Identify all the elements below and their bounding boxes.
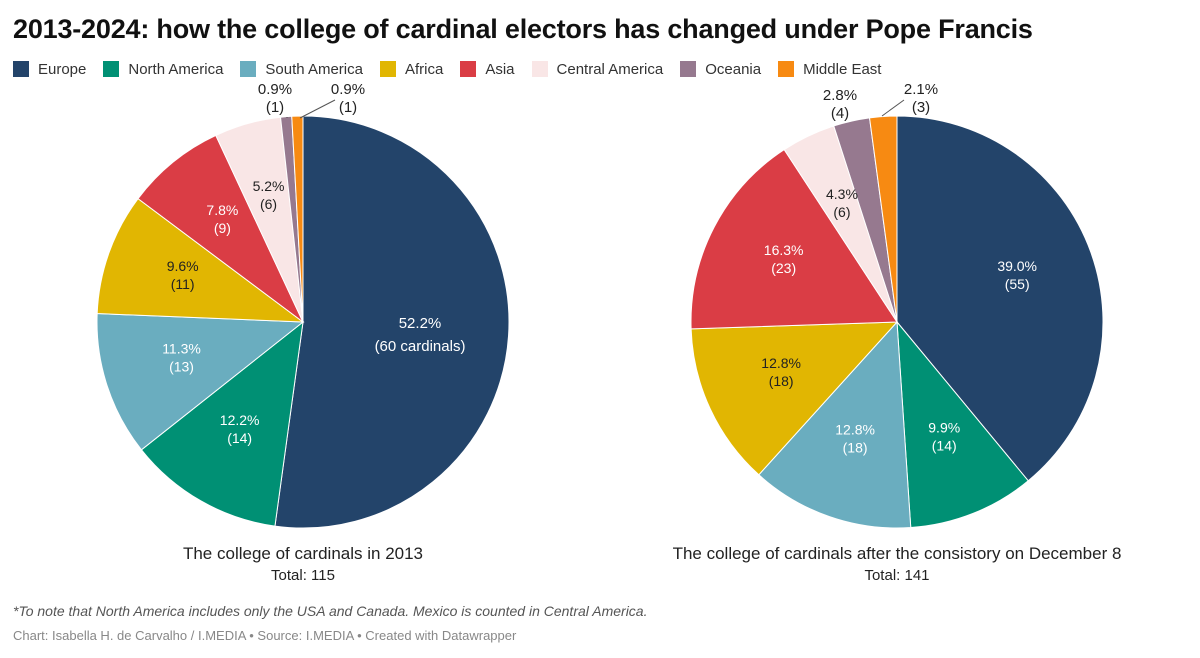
pie-slice-north-america	[896, 320, 1029, 529]
legend-item-africa: Africa	[379, 60, 444, 78]
slice-percent-label: 7.8%	[206, 202, 238, 218]
legend-label: Middle East	[803, 60, 882, 78]
slice-count-label: (11)	[171, 276, 195, 292]
pie-chart-2: 39.0% (55) 9.9% (14) 12.8% (18) 12.8% (18) 16.3%…	[673, 81, 1122, 584]
credit-line: Chart: Isabella H. de Carvalho / I.MEDIA…	[13, 628, 517, 643]
legend-item-oceania: Oceania	[680, 61, 761, 78]
pie-slice-middle-east	[868, 115, 898, 323]
pie-slice-europe	[274, 115, 510, 529]
legend-label: Africa	[404, 60, 444, 78]
pie-slice-south-america	[96, 313, 305, 451]
legend-item-central-america: Central America	[531, 60, 664, 78]
slice-percent-label: 9.6%	[167, 258, 199, 274]
slice-percent-label: 12.8%	[761, 355, 801, 371]
slice-count-label: (60 cardinals)	[375, 338, 466, 355]
slice-count-label: (55)	[1005, 276, 1030, 292]
legend-swatch	[103, 61, 120, 77]
legend-item-middle-east: Middle East	[778, 61, 881, 78]
legend-swatch	[13, 61, 29, 77]
slice-percent-label: 0.9%	[331, 81, 365, 98]
slice-count-label: (3)	[912, 99, 930, 116]
slice-count-label: (6)	[260, 196, 277, 212]
legend-swatch	[778, 61, 795, 77]
legend: Europe North America South America Africa As…	[13, 58, 898, 80]
slice-percent-label: 2.8%	[823, 87, 857, 104]
pie-slice-north-america	[140, 320, 304, 527]
pie-slice-south-america	[758, 320, 912, 529]
slice-percent-label: 16.3%	[764, 242, 804, 258]
legend-item-asia: Asia	[460, 60, 515, 78]
slice-percent-label: 2.1%	[904, 81, 938, 98]
slice-count-label: (18)	[843, 440, 868, 456]
legend-label: Europe	[38, 60, 87, 78]
pie-chart-total: Total: 141	[864, 567, 929, 584]
pie-chart-1: 52.2% (60 cardinals) 12.2% (14) 11.3% (13) 9.6…	[96, 81, 510, 584]
slice-count-label: (14)	[227, 430, 252, 446]
slice-count-label: (18)	[769, 373, 794, 389]
chart-title: 2013-2024: how the college of cardinal e…	[13, 14, 1033, 44]
leader-line	[881, 99, 905, 117]
legend-swatch	[379, 61, 396, 77]
slice-percent-label: 12.2%	[220, 412, 260, 428]
slice-percent-label: 39.0%	[997, 258, 1037, 274]
legend-label: Oceania	[705, 60, 762, 78]
slice-count-label: (14)	[932, 438, 957, 454]
slice-count-label: (23)	[771, 260, 796, 276]
slice-count-label: (1)	[339, 99, 357, 116]
pie-slice-africa	[690, 321, 899, 476]
legend-item-north-america: North America	[103, 61, 223, 78]
pie-slice-asia	[690, 148, 898, 330]
pie-slice-europe	[896, 115, 1104, 482]
slice-percent-label: 9.9%	[928, 420, 960, 436]
legend-label: Central America	[556, 60, 664, 78]
pie-slice-asia	[137, 134, 304, 323]
pie-chart-title: The college of cardinals in 2013	[183, 544, 423, 563]
slice-count-label: (6)	[833, 204, 850, 220]
legend-label: Asia	[485, 60, 515, 78]
legend-item-europe: Europe	[13, 61, 86, 78]
slice-percent-label: 52.2%	[399, 315, 442, 332]
legend-swatch	[680, 61, 697, 77]
slice-percent-label: 0.9%	[258, 81, 292, 98]
legend-label: South America	[265, 60, 363, 78]
slice-percent-label: 4.3%	[826, 186, 858, 202]
slice-count-label: (4)	[831, 105, 849, 122]
footnote: *To note that North America includes onl…	[13, 603, 648, 619]
slice-percent-label: 5.2%	[253, 178, 285, 194]
pie-chart-title: The college of cardinals after the consi…	[673, 544, 1122, 563]
pie-slice-africa	[96, 197, 305, 323]
slice-count-label: (1)	[266, 99, 284, 116]
legend-label: North America	[128, 60, 224, 78]
slice-count-label: (9)	[214, 220, 231, 236]
legend-swatch	[460, 61, 477, 77]
legend-swatch	[240, 61, 257, 77]
legend-item-south-america: South America	[240, 61, 363, 78]
slice-percent-label: 11.3%	[162, 340, 201, 356]
slice-count-label: (13)	[169, 358, 194, 374]
pie-chart-total: Total: 115	[271, 567, 335, 584]
slice-percent-label: 12.8%	[835, 422, 875, 438]
legend-swatch	[531, 61, 548, 77]
leader-line	[299, 99, 336, 119]
